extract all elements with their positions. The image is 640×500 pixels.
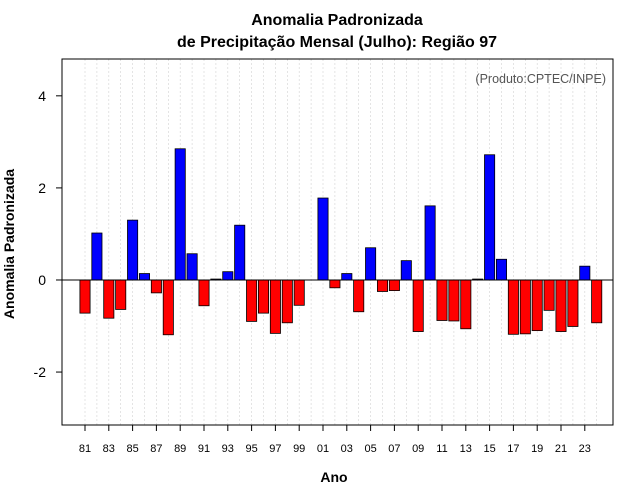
bar — [234, 224, 246, 281]
x-tick-label: 83 — [103, 443, 115, 455]
x-tick-label: 15 — [483, 443, 495, 455]
x-tick-label: 11 — [436, 443, 447, 455]
x-tick-label: 95 — [245, 443, 257, 455]
x-tick-label: 93 — [222, 443, 234, 455]
x-axis-label: Ano — [320, 469, 347, 485]
bar — [127, 219, 139, 281]
y-tick-label: -2 — [34, 364, 47, 380]
bar — [365, 247, 377, 281]
x-tick-label: 81 — [79, 443, 91, 455]
bar — [174, 148, 186, 281]
bar — [388, 279, 400, 291]
bar — [186, 253, 198, 281]
vertical-gridlines — [84, 59, 598, 425]
x-tick-label: 89 — [174, 443, 186, 455]
chart-title-line-2: de Precipitação Mensal (Julho): Região 9… — [177, 34, 497, 51]
bar — [519, 279, 531, 335]
x-tick-label: 03 — [341, 443, 353, 455]
x-tick-label: 17 — [507, 443, 519, 455]
bar — [222, 271, 234, 281]
x-tick-label: 13 — [460, 443, 472, 455]
bar — [246, 279, 258, 322]
bar — [79, 279, 91, 314]
bar — [448, 279, 460, 322]
x-tick-label: 85 — [126, 443, 138, 455]
x-tick-label: 99 — [293, 443, 305, 455]
bar — [293, 279, 305, 306]
bar — [412, 279, 424, 332]
bar — [424, 205, 436, 281]
bars — [79, 148, 603, 336]
y-tick-label: 4 — [38, 88, 46, 104]
bar — [198, 279, 210, 307]
x-tick-label: 87 — [150, 443, 162, 455]
bar — [531, 279, 543, 332]
chart-title-line-1: Anomalia Padronizada — [251, 12, 423, 29]
x-tick-label: 19 — [531, 443, 543, 455]
bar — [507, 279, 519, 335]
bar — [115, 279, 127, 310]
y-tick-label: 0 — [38, 272, 46, 288]
bar — [329, 279, 341, 289]
bar — [162, 279, 174, 336]
bar — [567, 279, 579, 327]
bar — [436, 279, 448, 321]
x-tick-label: 07 — [388, 443, 400, 455]
y-tick-label: 2 — [38, 180, 46, 196]
x-tick-label: 97 — [269, 443, 281, 455]
x-tick-label: 91 — [198, 443, 210, 455]
bar — [150, 279, 162, 294]
bar — [341, 273, 353, 281]
bar — [257, 279, 269, 314]
x-tick-label: 09 — [412, 443, 424, 455]
x-axis: 81 83 85 87 89 91 93 95 97 99 01 03 05 07 09 11 13 15 17 19… — [79, 425, 591, 455]
bar — [269, 279, 281, 334]
bar — [460, 279, 472, 330]
y-axis: -2 0 2 4 — [34, 88, 62, 380]
bar — [495, 258, 507, 281]
bar — [376, 279, 388, 292]
bar — [281, 279, 293, 324]
bar — [579, 265, 591, 281]
bar — [353, 279, 365, 313]
bar — [138, 273, 150, 281]
x-tick-label: 21 — [555, 443, 567, 455]
plot-frame — [61, 58, 614, 426]
source-annotation: (Produto:CPTEC/INPE) — [475, 72, 606, 86]
y-axis-label: Anomalia Padronizada — [1, 169, 17, 319]
x-tick-label: 01 — [317, 443, 329, 455]
x-tick-label: 05 — [364, 443, 376, 455]
bar — [400, 260, 412, 281]
bar — [91, 232, 103, 281]
bar — [103, 279, 115, 319]
bar — [543, 279, 555, 311]
bar — [484, 154, 496, 281]
bar — [555, 279, 567, 332]
bar — [591, 279, 603, 324]
bar — [317, 197, 329, 281]
x-tick-label: 23 — [579, 443, 591, 455]
